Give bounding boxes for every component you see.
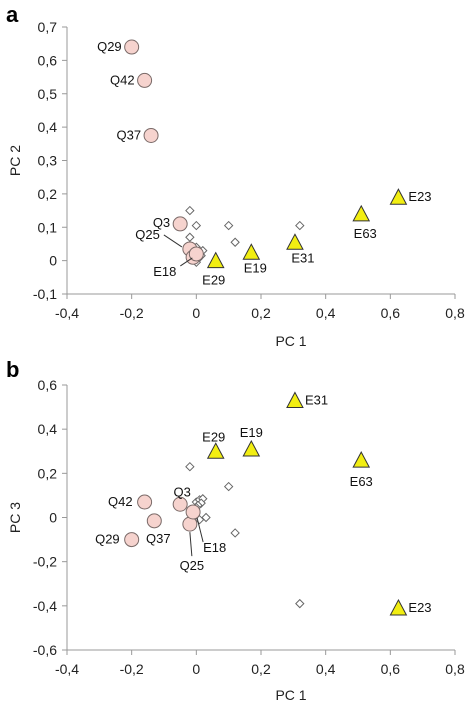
x-axis-title: PC 1 (275, 687, 306, 703)
y-tick-label: 0,5 (38, 86, 58, 102)
x-tick-label: -0,4 (55, 661, 79, 677)
point-label: Q37 (146, 531, 171, 546)
y-tick-label: -0,4 (33, 598, 57, 614)
y-axis-title: PC 2 (7, 145, 23, 176)
x-axis-title: PC 1 (275, 333, 306, 349)
diamond-point (223, 481, 234, 492)
x-tick-label: 0,4 (316, 305, 336, 321)
point-label: E63 (354, 226, 377, 241)
diamond-point (185, 205, 195, 216)
label-leader-line (180, 257, 193, 267)
y-tick-label: -0,2 (33, 554, 57, 570)
circle-point (124, 39, 140, 55)
triangle-point (286, 233, 304, 250)
point-label: E19 (240, 425, 263, 440)
point-label: E18 (153, 264, 176, 279)
diamond-point (295, 220, 305, 231)
circle-point (185, 504, 201, 520)
y-tick-label: 0,1 (38, 219, 58, 235)
point-label: E23 (408, 600, 431, 615)
point-label: Q42 (110, 72, 135, 87)
y-tick-label: 0,6 (38, 52, 58, 68)
triangle-point (206, 251, 225, 269)
point-label: E19 (244, 260, 267, 275)
diamond-point (295, 598, 305, 609)
triangle-point (389, 188, 408, 205)
y-tick-label: 0 (49, 253, 57, 269)
y-tick-label: 0 (49, 510, 57, 526)
point-label: Q29 (97, 39, 122, 54)
point-label: E63 (350, 474, 373, 489)
diamond-point (230, 237, 240, 247)
triangle-point (352, 204, 371, 222)
label-leader-line (196, 517, 204, 543)
triangle-point (389, 598, 408, 616)
x-tick-label: 0,2 (251, 661, 271, 677)
y-tick-label: 0,2 (38, 465, 58, 481)
x-tick-label: 0,4 (316, 661, 336, 677)
x-tick-label: 0,8 (445, 305, 465, 321)
point-label: E31 (305, 392, 328, 407)
circle-point (137, 72, 153, 88)
y-tick-label: 0,4 (38, 119, 58, 135)
circle-point (137, 494, 153, 510)
y-tick-label: -0,1 (33, 286, 57, 302)
y-tick-label: 0,3 (38, 153, 58, 169)
y-tick-label: 0,2 (38, 186, 58, 202)
point-label: Q42 (108, 494, 133, 509)
x-tick-label: -0,2 (120, 661, 144, 677)
circle-point (143, 127, 159, 143)
y-tick-label: 0,4 (38, 421, 58, 437)
x-tick-label: 0 (192, 661, 200, 677)
panel-letter: b (6, 357, 19, 382)
point-label: Q37 (116, 127, 141, 142)
triangle-point (352, 451, 371, 468)
x-tick-label: 0 (192, 305, 200, 321)
point-label: E23 (408, 189, 431, 204)
x-tick-label: 0,6 (381, 305, 401, 321)
point-label: E18 (203, 540, 226, 555)
diamond-point (223, 220, 234, 231)
diamond-point (185, 462, 195, 472)
diamond-point (191, 220, 202, 231)
circle-point (124, 532, 140, 548)
point-label: E29 (202, 273, 225, 288)
circle-point (172, 216, 188, 232)
point-label: Q25 (135, 227, 160, 242)
point-label: Q25 (180, 558, 205, 573)
label-leader-line (189, 532, 193, 557)
point-label: E29 (202, 429, 225, 444)
y-tick-label: 0,6 (38, 377, 58, 393)
triangle-point (286, 391, 304, 408)
point-label: E31 (291, 250, 314, 265)
x-tick-label: -0,4 (55, 305, 79, 321)
y-tick-label: 0,7 (38, 19, 58, 35)
diamond-point (185, 232, 195, 242)
point-label: Q3 (153, 215, 170, 230)
point-label: Q3 (173, 484, 190, 499)
diamond-point (230, 528, 240, 538)
point-label: Q29 (95, 532, 120, 547)
y-axis-title: PC 3 (7, 502, 23, 533)
x-tick-label: 0,8 (445, 661, 465, 677)
panel-letter: a (6, 2, 19, 27)
x-tick-label: -0,2 (120, 305, 144, 321)
triangle-point (242, 439, 261, 457)
circle-point (188, 246, 204, 262)
triangle-point (206, 442, 225, 459)
y-tick-label: -0,6 (33, 642, 57, 658)
x-tick-label: 0,6 (381, 661, 401, 677)
circle-point (172, 496, 188, 512)
circle-point (146, 513, 162, 529)
triangle-point (242, 243, 261, 260)
x-tick-label: 0,2 (251, 305, 271, 321)
label-leader-line (163, 234, 183, 248)
